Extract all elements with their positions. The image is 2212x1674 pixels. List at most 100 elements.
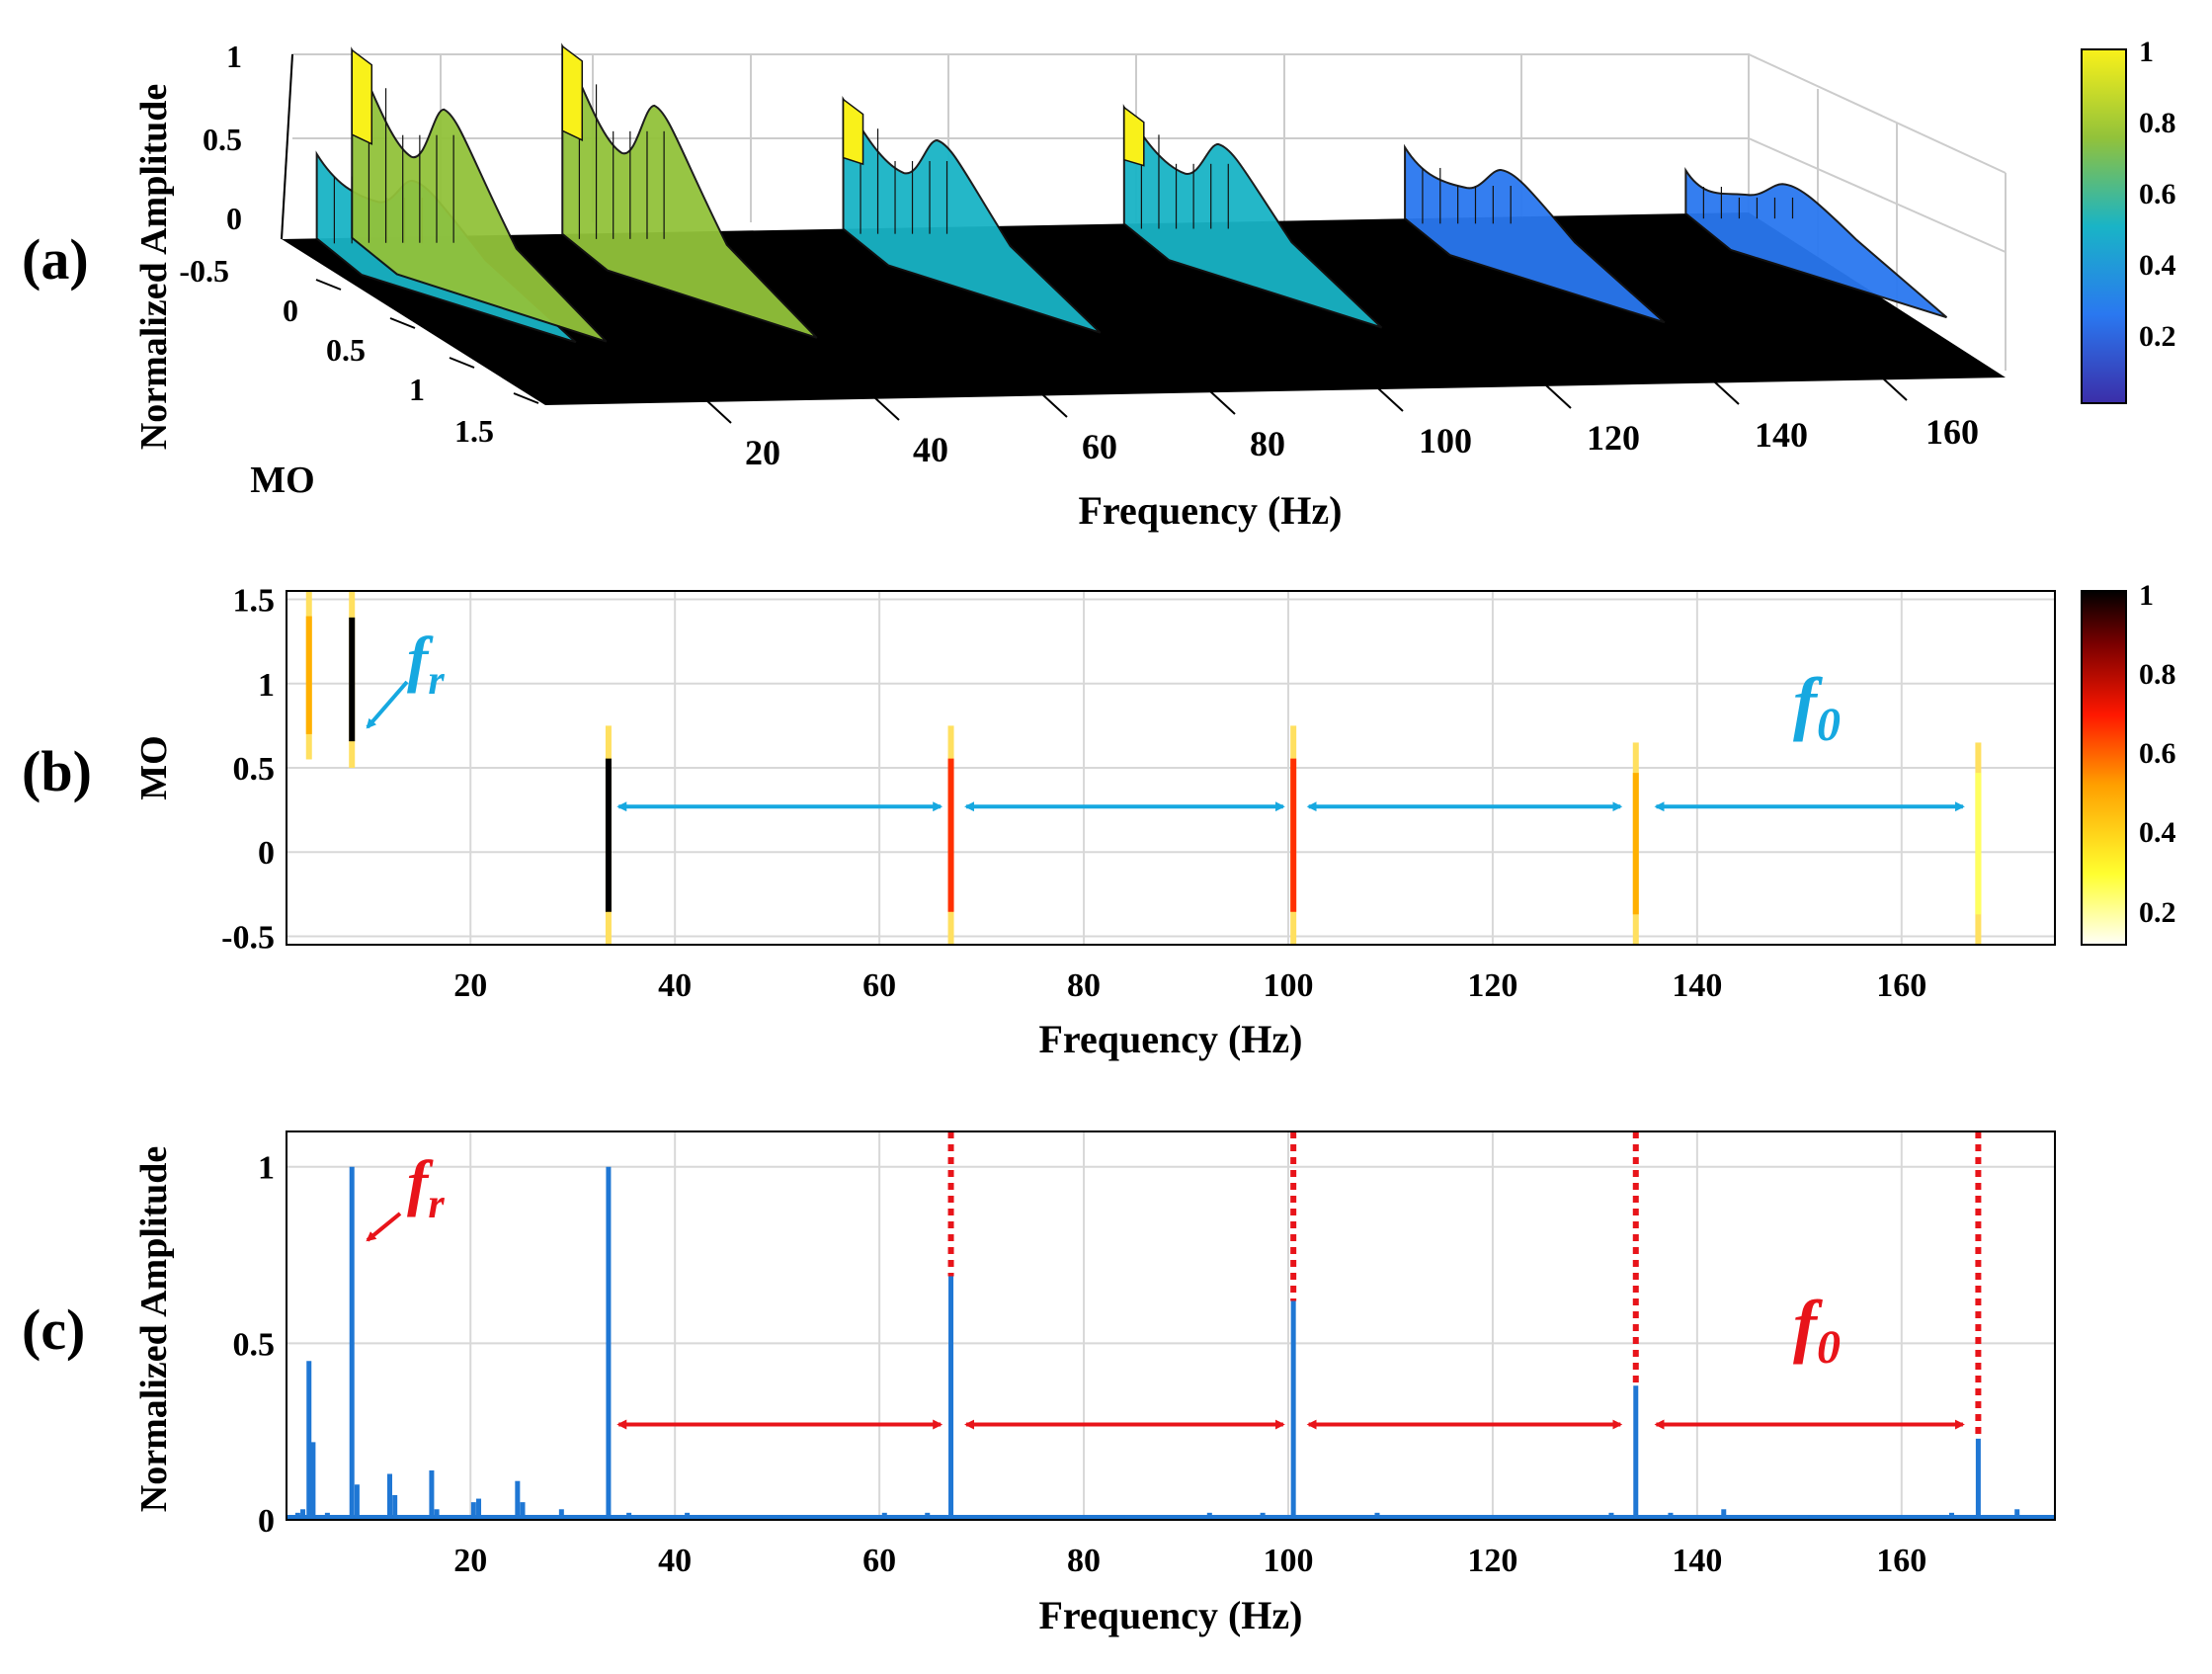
b-line-core <box>605 758 612 912</box>
a-motick-1: 1 <box>409 372 425 407</box>
a-motick-05: 0.5 <box>326 332 366 368</box>
b-colorbar-ticks: 0.2 0.4 0.6 0.8 1 <box>2139 579 2176 929</box>
b-xtick-label: 60 <box>862 967 896 1004</box>
c-xtick-label: 160 <box>1876 1543 1926 1579</box>
a-peak-highlight <box>351 48 373 145</box>
a-ztick-0: 0 <box>226 201 242 236</box>
panel-b-grid <box>287 591 2055 945</box>
a-xtick-20: 20 <box>745 433 780 472</box>
a-xtick-160: 160 <box>1925 412 1979 452</box>
a-xtick-100: 100 <box>1419 421 1472 460</box>
panel-b-axes-box <box>286 590 2056 946</box>
c-xtick-label: 80 <box>1067 1543 1101 1579</box>
a-motick-15: 1.5 <box>454 413 494 449</box>
a-mo-label: MO <box>250 460 314 501</box>
a-peak-surface <box>561 42 818 339</box>
a-cb-04: 0.4 <box>2139 249 2176 282</box>
c-ytick-label: 0.5 <box>233 1326 276 1363</box>
b-ytick-label: 0 <box>258 835 275 872</box>
panel-a-zaxis <box>281 53 293 240</box>
a-motick-0: 0 <box>283 293 298 328</box>
panel-c-ytick-labels: 00.51 <box>233 1150 276 1540</box>
c-xtick-label: 60 <box>862 1543 896 1579</box>
a-peak-highlight <box>842 98 864 166</box>
b-colorbar <box>2081 590 2127 946</box>
b-line-core <box>1290 758 1297 912</box>
b-line-core <box>349 617 356 742</box>
panel-a-ztick-labels: 1 0.5 0 -0.5 <box>179 39 242 289</box>
c-xtick-label: 140 <box>1672 1543 1722 1579</box>
panel-b-lines <box>305 591 1982 945</box>
a-colorbar-ticks: 0.2 0.4 0.6 0.8 1 <box>2139 36 2176 353</box>
b-xtick-label: 160 <box>1876 967 1926 1004</box>
b-xtick-label: 100 <box>1263 967 1313 1004</box>
b-cb-02: 0.2 <box>2139 896 2176 929</box>
a-xtick-140: 140 <box>1755 415 1808 455</box>
panel-c-dotted-lines <box>947 1131 1982 1439</box>
b-fr-text: fr <box>407 624 445 704</box>
b-xlabel: Frequency (Hz) <box>1039 1017 1303 1061</box>
a-peak-surface <box>1684 167 1948 319</box>
b-line-core <box>1975 773 1982 915</box>
panel-label-c: (c) <box>22 1297 85 1362</box>
b-ytick-label: 0.5 <box>233 751 276 788</box>
a-xtick-60: 60 <box>1082 427 1117 466</box>
b-fr-annotation: fr <box>366 624 445 729</box>
b-ytick-label: 1.5 <box>233 583 276 620</box>
c-xtick-label: 20 <box>453 1543 487 1579</box>
b-cb-06: 0.6 <box>2139 737 2176 770</box>
b-ytick-label: -0.5 <box>221 919 275 956</box>
b-ytick-label: 1 <box>258 667 275 704</box>
b-xtick-label: 20 <box>453 967 487 1004</box>
b-line-core <box>305 616 312 734</box>
b-fr-arrow <box>366 680 409 729</box>
c-fr-text: fr <box>407 1147 445 1227</box>
b-line-core <box>947 758 954 912</box>
b-xtick-label: 120 <box>1467 967 1517 1004</box>
a-peak-surface <box>842 96 1102 334</box>
a-peak-surface <box>351 46 608 343</box>
b-xtick-label: 140 <box>1672 967 1722 1004</box>
a-zlabel: Normalized Amplitude <box>133 84 175 450</box>
a-peak-surface <box>1404 143 1666 324</box>
a-ztick-05: 0.5 <box>203 122 242 157</box>
a-peak-highlight <box>561 44 584 142</box>
panel-a-xtick-labels: 20 40 60 80 100 120 140 160 <box>745 412 1979 472</box>
panel-a: (a) 1 0.5 <box>22 36 2176 533</box>
panel-b-xtick-labels: 20 40 60 80 100 120 140 160 <box>453 967 1926 1004</box>
c-ylabel: Normalized Amplitude <box>133 1146 175 1512</box>
panel-a-peaks <box>315 42 1948 344</box>
a-xlabel: Frequency (Hz) <box>1079 488 1343 533</box>
b-f0-text: f0 <box>1793 663 1841 751</box>
b-xtick-label: 40 <box>658 967 692 1004</box>
a-xtick-80: 80 <box>1250 424 1285 463</box>
c-fr-annotation: fr <box>366 1147 445 1242</box>
c-f0-text: f0 <box>1793 1286 1841 1374</box>
panel-a-xtick-marks <box>705 377 1908 424</box>
panel-c-axes-box <box>286 1130 2056 1521</box>
a-ztick-neg05: -0.5 <box>179 253 229 289</box>
a-cb-08: 0.8 <box>2139 107 2176 139</box>
b-xtick-label: 80 <box>1067 967 1101 1004</box>
a-peak-surface <box>1122 104 1383 329</box>
b-cb-04: 0.4 <box>2139 816 2176 849</box>
c-ytick-label: 1 <box>258 1150 275 1187</box>
panel-c-grid <box>287 1131 2055 1521</box>
panel-b-ytick-labels: -0.5 0 0.5 1 1.5 <box>221 583 275 957</box>
a-colorbar <box>2081 48 2127 404</box>
a-cb-06: 0.6 <box>2139 178 2176 210</box>
a-cb-1: 1 <box>2139 36 2154 68</box>
panel-a-motick-marks <box>315 279 539 404</box>
panel-a-motick-labels: 0 0.5 1 1.5 <box>283 293 494 449</box>
c-xtick-label: 100 <box>1263 1543 1313 1579</box>
c-xlabel: Frequency (Hz) <box>1039 1593 1303 1637</box>
a-xtick-40: 40 <box>913 430 948 469</box>
c-xtick-label: 120 <box>1467 1543 1517 1579</box>
b-cb-08: 0.8 <box>2139 658 2176 691</box>
a-xtick-120: 120 <box>1587 418 1640 458</box>
panel-c: (c) 20 40 60 80 100 120 140 160 00.51 Frequency… <box>22 1130 2056 1637</box>
a-cb-02: 0.2 <box>2139 320 2176 353</box>
b-ylabel: MO <box>133 735 175 799</box>
panel-label-b: (b) <box>22 739 92 803</box>
